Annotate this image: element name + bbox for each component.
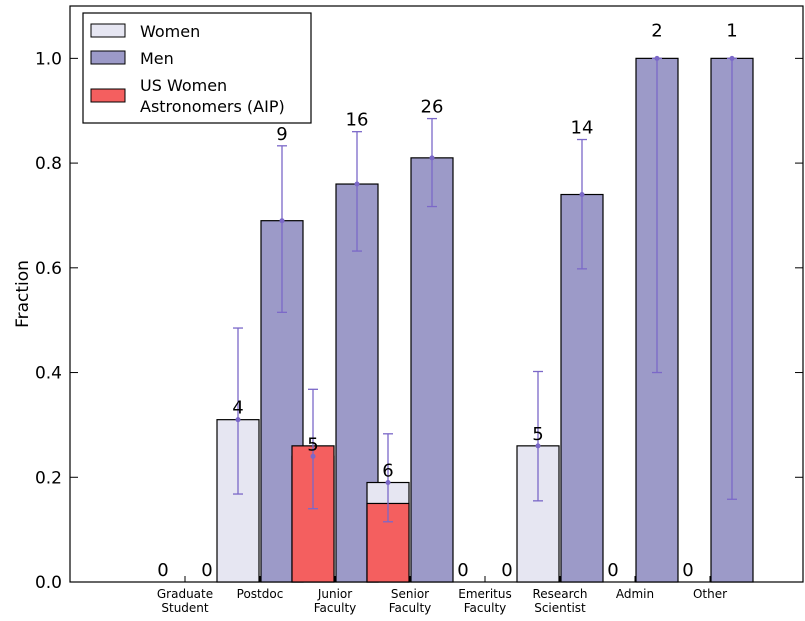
y-tick-label: 0.8 (35, 154, 62, 174)
x-tick-label: Other (693, 587, 727, 601)
x-tick-label: Faculty (314, 601, 357, 615)
count-label-men: 1 (726, 21, 737, 42)
count-label-women: 0 (607, 560, 618, 581)
errorbar-men-point (729, 55, 735, 61)
count-labels-layer: 0 0 4 9 5 16 6 26 0 0 5 14 0 2 0 1 (157, 21, 737, 581)
legend: Women Men US Women Astronomers (AIP) (82, 12, 312, 124)
legend-swatch-aip (90, 88, 126, 103)
bar-men (410, 157, 454, 583)
x-tick-label: Junior (317, 587, 352, 601)
legend-swatch-men (90, 50, 126, 65)
x-tick-label: Student (161, 601, 209, 615)
errorbar-women-point (310, 453, 316, 459)
errorbar-men-point (354, 181, 360, 187)
y-tick-label: 0.2 (35, 468, 62, 488)
errorbar-men-point (279, 218, 285, 224)
error-bars-layer (233, 55, 737, 523)
count-label-women: 5 (307, 434, 318, 455)
y-axis-label: Fraction (13, 260, 33, 328)
y-tick-label: 0.6 (35, 259, 62, 279)
x-tick-label: Senior (391, 587, 429, 601)
x-tick-label: Faculty (389, 601, 432, 615)
legend-label-women: Women (140, 22, 200, 41)
errorbar-men-point (429, 155, 435, 161)
count-label-men: 2 (651, 21, 662, 42)
x-tick-label: Graduate (157, 587, 213, 601)
count-label-men: 14 (571, 118, 594, 139)
y-tick-label: 0.0 (35, 573, 62, 593)
bars-layer (216, 57, 754, 583)
count-label-men: 0 (501, 560, 512, 581)
y-tick-label: 1.0 (35, 49, 62, 69)
legend-label-men: Men (140, 49, 174, 68)
count-label-men: 16 (346, 110, 369, 131)
count-label-men: 26 (421, 97, 444, 118)
count-label-women: 0 (682, 560, 693, 581)
count-label-women: 0 (157, 560, 168, 581)
legend-swatch-women (90, 23, 126, 38)
count-label-women: 0 (457, 560, 468, 581)
errorbar-women-point (235, 417, 241, 423)
x-tick-label: Postdoc (237, 587, 284, 601)
legend-label-aip-line1: US Women (140, 76, 227, 95)
x-tick-label: Faculty (464, 601, 507, 615)
count-label-women: 4 (232, 398, 243, 419)
errorbar-men-point (654, 55, 660, 61)
errorbar-women-point (385, 480, 391, 486)
x-tick-label: Research (532, 587, 587, 601)
y-axis: 0.0 0.2 0.4 0.6 0.8 1.0 (35, 49, 803, 593)
count-label-women: 5 (532, 424, 543, 445)
x-tick-label: Scientist (534, 601, 586, 615)
errorbar-men-point (579, 192, 585, 198)
x-tick-label: Admin (616, 587, 654, 601)
count-label-men: 9 (276, 124, 287, 145)
y-tick-label: 0.4 (35, 364, 62, 384)
count-label-women: 6 (382, 461, 393, 482)
legend-label-aip-line2: Astronomers (AIP) (140, 97, 285, 116)
errorbar-women-point (535, 443, 541, 449)
x-tick-label: Emeritus (458, 587, 511, 601)
count-label-men: 0 (201, 560, 212, 581)
